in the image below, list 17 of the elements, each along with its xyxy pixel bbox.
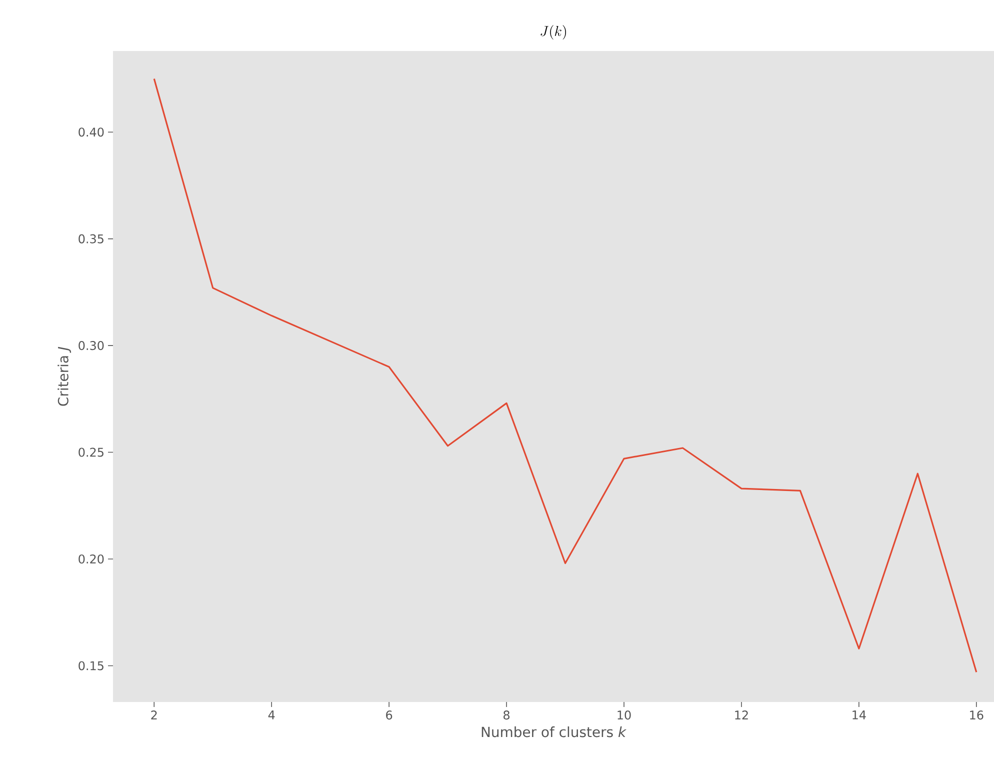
y-tick-label: 0.25	[78, 448, 104, 457]
x-tick-label: 12	[735, 710, 748, 720]
x-tick-label: 16	[970, 710, 984, 720]
y-tick-label: 0.35	[78, 234, 104, 244]
x-tick-label: 4	[268, 710, 275, 720]
x-tick-label: 6	[386, 710, 392, 720]
y-tick-label: 0.40	[78, 128, 104, 137]
x-tick-label: 10	[618, 710, 631, 720]
chart-title: $J(k)$	[540, 25, 566, 40]
x-axis-title: Number of clusters k	[482, 726, 627, 738]
x-tick-label: 2	[151, 710, 157, 720]
y-tick-label: 0.20	[78, 554, 104, 564]
x-tick-label: 8	[504, 710, 510, 720]
y-tick-label: 0.15	[78, 661, 104, 670]
y-axis-title: Criteria J	[58, 346, 72, 406]
y-tick-label: 0.30	[78, 341, 104, 350]
x-tick-label: 14	[852, 710, 866, 720]
